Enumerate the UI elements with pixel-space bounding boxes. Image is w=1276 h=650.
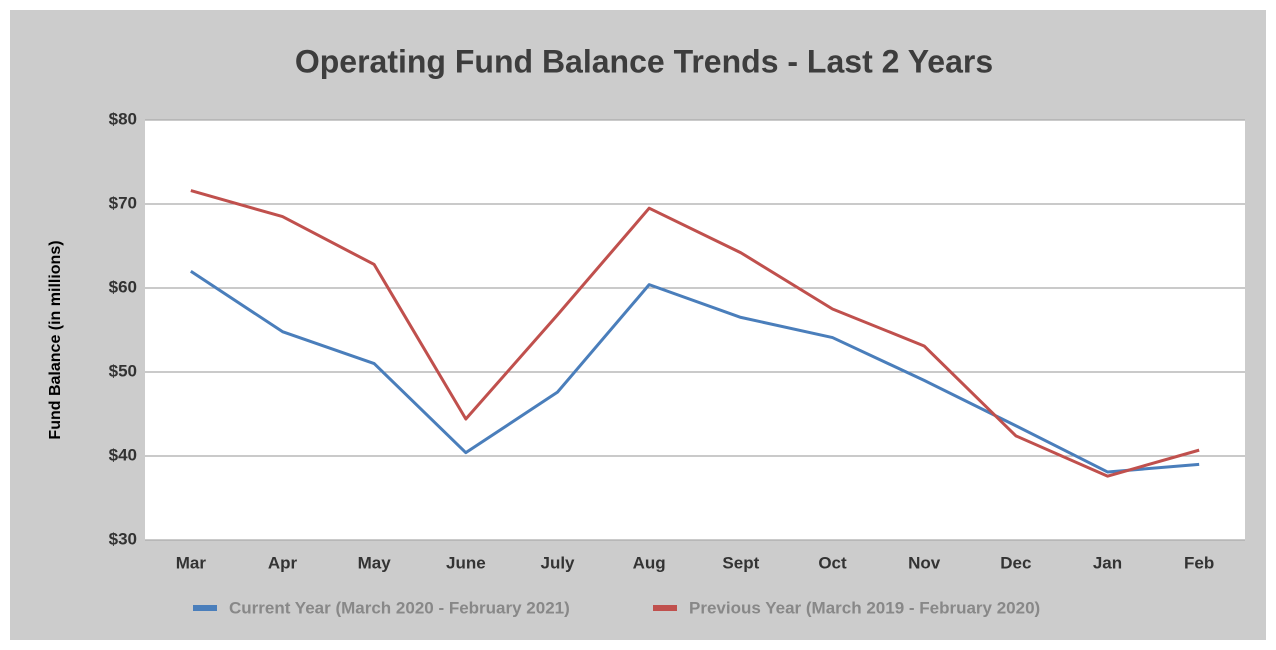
y-tick-label: $60	[109, 277, 137, 296]
x-tick-label: Oct	[818, 553, 847, 572]
y-axis-label: Fund Balance (in millions)	[47, 240, 64, 439]
legend-label: Current Year (March 2020 - February 2021…	[229, 598, 570, 617]
x-tick-label: Apr	[268, 553, 298, 572]
x-tick-label: Sept	[722, 553, 759, 572]
series-line	[190, 189, 1200, 478]
y-tick-label: $30	[109, 529, 137, 548]
y-tick-label: $70	[109, 193, 137, 212]
y-tick-label: $40	[109, 445, 137, 464]
y-tick-label: $50	[109, 361, 137, 380]
x-tick-label: Nov	[908, 553, 941, 572]
x-tick-label: Aug	[633, 553, 666, 572]
x-tick-label: May	[358, 553, 392, 572]
y-tick-label: $80	[109, 109, 137, 128]
legend-swatch	[193, 605, 217, 611]
legend-swatch	[653, 605, 677, 611]
chart-title: Operating Fund Balance Trends - Last 2 Y…	[295, 43, 993, 79]
legend-label: Previous Year (March 2019 - February 202…	[689, 598, 1040, 617]
x-tick-label: July	[540, 553, 575, 572]
series-line	[190, 269, 1200, 474]
x-tick-label: Mar	[176, 553, 207, 572]
x-tick-label: Feb	[1184, 553, 1214, 572]
x-tick-label: Jan	[1093, 553, 1122, 572]
x-tick-label: Dec	[1000, 553, 1031, 572]
plot-area	[145, 120, 1245, 540]
x-tick-label: June	[446, 553, 486, 572]
